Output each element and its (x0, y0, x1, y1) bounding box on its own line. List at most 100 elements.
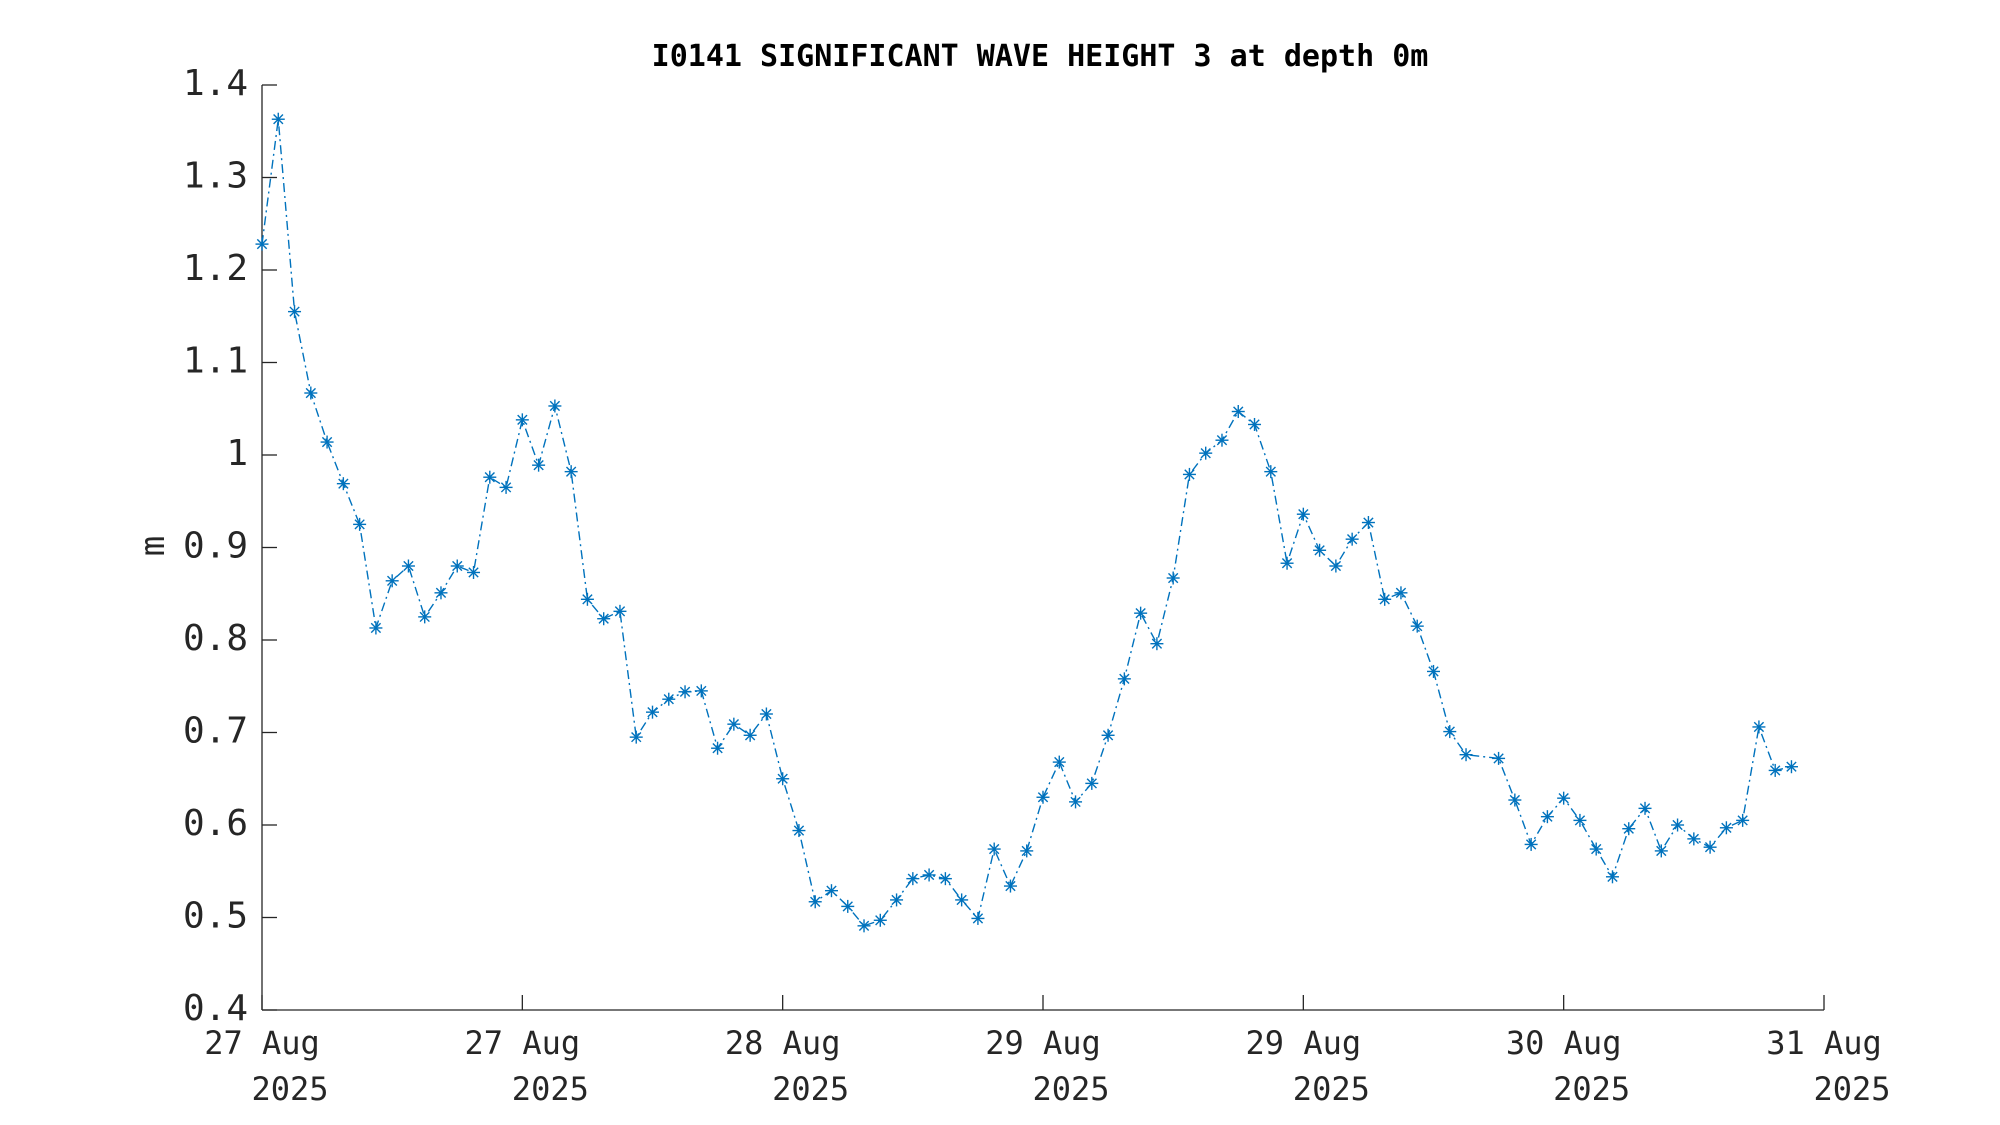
data-point (955, 893, 969, 907)
data-point (271, 112, 285, 126)
data-point (548, 399, 562, 413)
data-point (1638, 801, 1652, 815)
data-point (922, 868, 936, 882)
data-point (369, 621, 383, 635)
data-point (1264, 465, 1278, 479)
data-point (1654, 844, 1668, 858)
data-point (1052, 755, 1066, 769)
data-point (776, 772, 790, 786)
data-point (1459, 748, 1473, 762)
x-tick-label-year: 2025 (251, 1070, 328, 1108)
data-point (1345, 532, 1359, 546)
data-point (401, 559, 415, 573)
data-point (1589, 842, 1603, 856)
data-point (1020, 844, 1034, 858)
x-tick-label-year: 2025 (512, 1070, 589, 1108)
data-point (1101, 728, 1115, 742)
data-point (1231, 405, 1245, 419)
data-point (1540, 810, 1554, 824)
data-point (1069, 795, 1083, 809)
data-point (808, 895, 822, 909)
data-point (1085, 776, 1099, 790)
data-point (711, 741, 725, 755)
data-point (824, 884, 838, 898)
data-point (564, 465, 578, 479)
data-point (1296, 507, 1310, 521)
x-tick-label-year: 2025 (1293, 1070, 1370, 1108)
data-point (1752, 720, 1766, 734)
data-point (1492, 751, 1506, 765)
data-point (1117, 672, 1131, 686)
data-point (727, 717, 741, 731)
x-tick-label-date: 29 Aug (1246, 1024, 1362, 1062)
y-tick-label: 1.3 (183, 156, 248, 197)
data-point (613, 604, 627, 618)
data-point (792, 824, 806, 838)
data-point (1557, 791, 1571, 805)
x-tick-label-date: 27 Aug (204, 1024, 320, 1062)
data-point (1248, 417, 1262, 431)
data-point (1784, 760, 1798, 774)
data-point (694, 684, 708, 698)
data-point (1215, 433, 1229, 447)
data-point (1703, 840, 1717, 854)
x-tick-label-year: 2025 (1813, 1070, 1890, 1108)
data-point (1134, 606, 1148, 620)
data-point (532, 458, 546, 472)
data-point (987, 842, 1001, 856)
data-point (678, 685, 692, 699)
data-point (1719, 821, 1733, 835)
data-point (1199, 446, 1213, 460)
data-point (1573, 813, 1587, 827)
data-point (971, 911, 985, 925)
data-point (1361, 516, 1375, 530)
data-point (580, 592, 594, 606)
data-point (662, 692, 676, 706)
y-tick-label: 0.6 (183, 803, 248, 844)
y-tick-label: 1.2 (183, 248, 248, 289)
y-axis-label: m (133, 536, 173, 556)
y-tick-label: 0.9 (183, 526, 248, 567)
data-point (1508, 793, 1522, 807)
data-point (483, 470, 497, 484)
data-point (1313, 543, 1327, 557)
y-tick-label: 1 (226, 433, 248, 474)
x-tick-label-date: 29 Aug (985, 1024, 1101, 1062)
data-point (467, 565, 481, 579)
data-point (499, 480, 513, 494)
axes (261, 85, 1824, 1011)
series (255, 112, 1798, 933)
y-tick-label: 1.1 (183, 341, 248, 382)
data-point (336, 477, 350, 491)
data-point (873, 913, 887, 927)
data-point (743, 728, 757, 742)
data-point (1622, 822, 1636, 836)
data-point (906, 872, 920, 886)
data-point (1150, 637, 1164, 651)
y-tick-label: 0.4 (183, 988, 248, 1029)
data-point (1410, 619, 1424, 633)
data-point (1280, 556, 1294, 570)
y-tick-label: 0.5 (183, 896, 248, 937)
x-tick-label-date: 30 Aug (1506, 1024, 1622, 1062)
data-point (288, 305, 302, 319)
data-point (890, 893, 904, 907)
data-point (1394, 586, 1408, 600)
series-line (261, 119, 1792, 927)
data-point (255, 237, 269, 251)
x-tick-label-year: 2025 (1553, 1070, 1630, 1108)
ticks: 0.4 0.5 0.6 0.7 0.8 0.9 1 1.1 1.2 1.3 1.4 27 Aug 202… (183, 63, 1891, 1108)
data-point (1003, 879, 1017, 893)
x-tick-label-date: 27 Aug (465, 1024, 581, 1062)
data-point (1524, 837, 1538, 851)
data-point (629, 730, 643, 744)
data-point (1166, 571, 1180, 585)
data-point (418, 610, 432, 624)
data-point (597, 612, 611, 626)
x-tick-label-year: 2025 (1032, 1070, 1109, 1108)
data-point (1036, 790, 1050, 804)
data-point (1182, 467, 1196, 481)
data-point (1378, 592, 1392, 606)
